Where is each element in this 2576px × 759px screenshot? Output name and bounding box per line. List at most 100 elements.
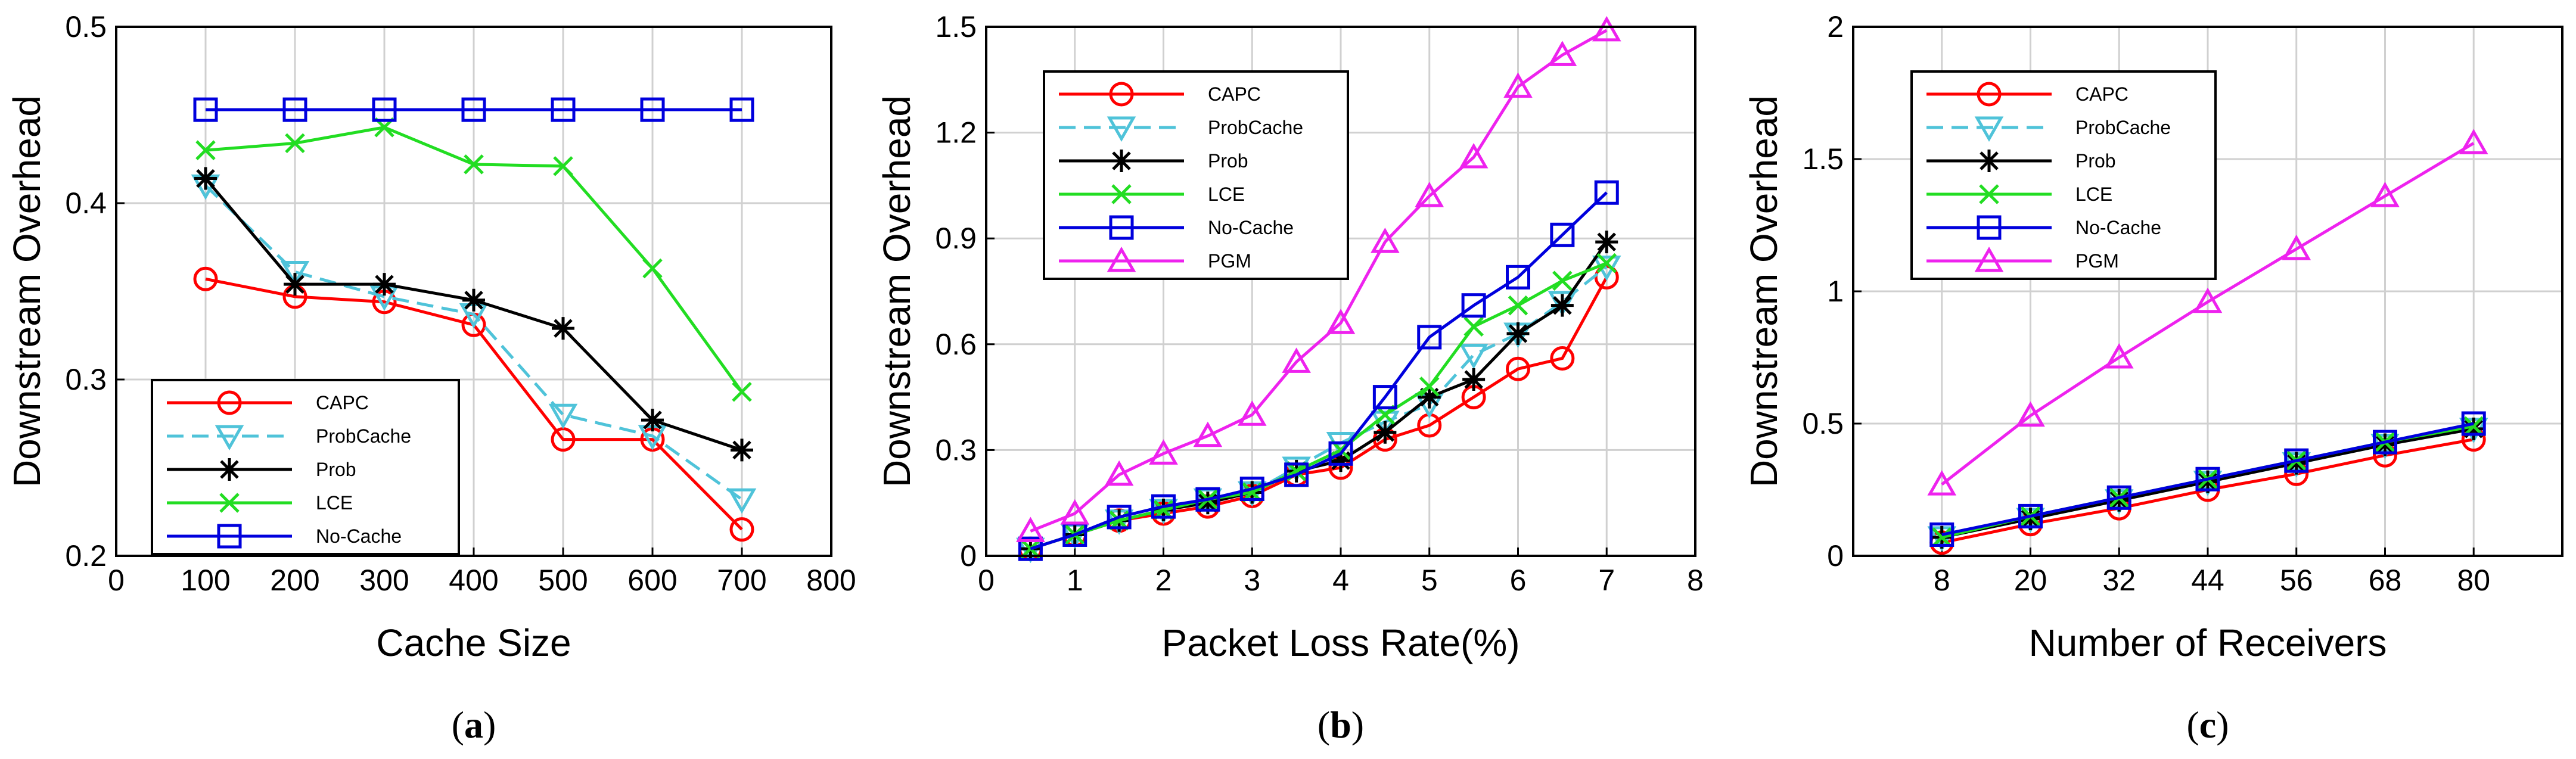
legend-item: No-Cache: [167, 524, 402, 549]
marker-square: [1018, 536, 1043, 561]
chart-panel-a: 0 100 200 300 400 500 600 700 800 0.2 0.3 0.4 0.5 Cac…: [5, 10, 856, 746]
marker-square: [217, 524, 242, 549]
y-tick-label: 0.9: [935, 222, 977, 255]
marker-square: [1109, 215, 1134, 240]
legend-item: ProbCache: [1926, 116, 2171, 142]
marker-circle: [1506, 356, 1530, 381]
marker-circle: [1977, 82, 2002, 107]
marker-square: [551, 97, 576, 122]
marker-triangle-down: [1974, 116, 2004, 142]
marker-x: [1508, 295, 1528, 316]
marker-x: [1596, 253, 1617, 273]
marker-asterisk: [1506, 322, 1530, 346]
marker-triangle-down: [280, 260, 310, 287]
marker-asterisk: [1595, 231, 1618, 254]
series-no-cache: [1018, 180, 1619, 561]
legend-label: CAPC: [316, 392, 369, 413]
marker-asterisk: [2019, 507, 2042, 530]
marker-square: [2018, 503, 2043, 528]
x-tick-label: 5: [1421, 564, 1438, 597]
legend-item: LCE: [1059, 183, 1245, 205]
y-tick-label: 0.6: [935, 328, 977, 361]
marker-triangle-up: [2282, 234, 2311, 260]
y-tick-label: 2: [1827, 10, 1844, 43]
marker-square: [1195, 487, 1220, 512]
legend-label: Prob: [316, 459, 356, 480]
legend-item: CAPC: [1926, 82, 2128, 107]
marker-triangle-up: [1104, 460, 1134, 486]
marker-asterisk: [218, 458, 241, 481]
y-axis-label: Downstream Overhead: [5, 95, 48, 487]
marker-triangle-up: [2459, 129, 2488, 154]
marker-asterisk: [194, 167, 217, 190]
marker-circle: [193, 266, 218, 291]
marker-square: [1977, 215, 2002, 240]
marker-asterisk: [1462, 368, 1486, 391]
x-tick-label: 80: [2457, 564, 2490, 597]
x-tick-label: 100: [181, 564, 230, 597]
marker-square: [193, 97, 218, 122]
chart-panel-b: 0 1 2 3 4 5 6 7 8 0 0.3 0.6 0.9 1.2 1.5 Packet Loss Rat…: [875, 10, 1704, 746]
marker-x: [2463, 416, 2484, 437]
marker-triangle-up: [1459, 143, 1489, 169]
legend-item: Prob: [1059, 150, 1248, 172]
x-tick-label: 2: [1155, 564, 1172, 597]
marker-triangle-up: [1592, 15, 1621, 42]
marker-triangle-down: [215, 425, 244, 451]
legend-label: CAPC: [1208, 83, 1261, 105]
legend-item: Prob: [1926, 150, 2116, 172]
marker-square: [1461, 293, 1486, 318]
marker-x: [195, 140, 216, 160]
marker-asterisk: [1418, 385, 1441, 409]
series-prob: [1930, 417, 2485, 549]
legend-label: No-Cache: [316, 525, 402, 547]
marker-triangle-up: [1107, 246, 1136, 272]
y-axis-label: Downstream Overhead: [1742, 95, 1785, 487]
x-tick-label: 32: [2102, 564, 2136, 597]
y-tick-label: 0.3: [935, 433, 977, 466]
marker-square: [2461, 411, 2486, 436]
series-no-cache: [1929, 411, 2486, 547]
marker-circle: [217, 390, 242, 415]
legend-label: Prob: [1208, 150, 1248, 172]
marker-asterisk: [2462, 417, 2485, 440]
legend-item: CAPC: [1059, 82, 1261, 107]
marker-triangle-up: [1415, 182, 1444, 207]
panel-caption: (c): [2186, 704, 2229, 746]
marker-triangle-down: [1107, 116, 1136, 142]
marker-asterisk: [1374, 421, 1397, 444]
series-line: [1941, 142, 2475, 486]
marker-square: [461, 97, 486, 122]
legend-item: Prob: [167, 458, 356, 481]
marker-square: [1328, 441, 1353, 466]
marker-triangle-up: [1371, 228, 1400, 253]
legend-item: ProbCache: [1059, 116, 1303, 142]
legend-item: PGM: [1059, 246, 1251, 272]
x-tick-label: 20: [2014, 564, 2047, 597]
y-tick-label: 1.5: [1802, 142, 1844, 176]
marker-square: [1284, 462, 1309, 487]
marker-x: [553, 156, 573, 176]
marker-triangle-up: [2370, 182, 2400, 207]
panel-caption: (a): [452, 704, 496, 746]
marker-triangle-up: [1060, 499, 1090, 525]
marker-circle: [1594, 265, 1619, 290]
legend-label: ProbCache: [1208, 117, 1303, 138]
marker-asterisk: [2108, 489, 2131, 512]
y-tick-label: 0: [1827, 539, 1844, 573]
x-axis-label: Packet Loss Rate(%): [1161, 621, 1520, 664]
marker-triangle-up: [1503, 72, 1533, 98]
series-prob: [194, 167, 753, 462]
marker-x: [1931, 527, 1952, 548]
marker-asterisk: [1196, 492, 1219, 515]
series-line: [1030, 262, 1608, 550]
marker-triangle-up: [1193, 421, 1223, 447]
marker-asterisk: [462, 288, 485, 312]
marker-square: [1550, 222, 1575, 247]
marker-asterisk: [2196, 470, 2219, 493]
x-tick-label: 1: [1067, 564, 1083, 597]
marker-asterisk: [2285, 452, 2308, 475]
y-tick-label: 1: [1827, 275, 1844, 308]
y-tick-label: 0.4: [65, 186, 107, 220]
